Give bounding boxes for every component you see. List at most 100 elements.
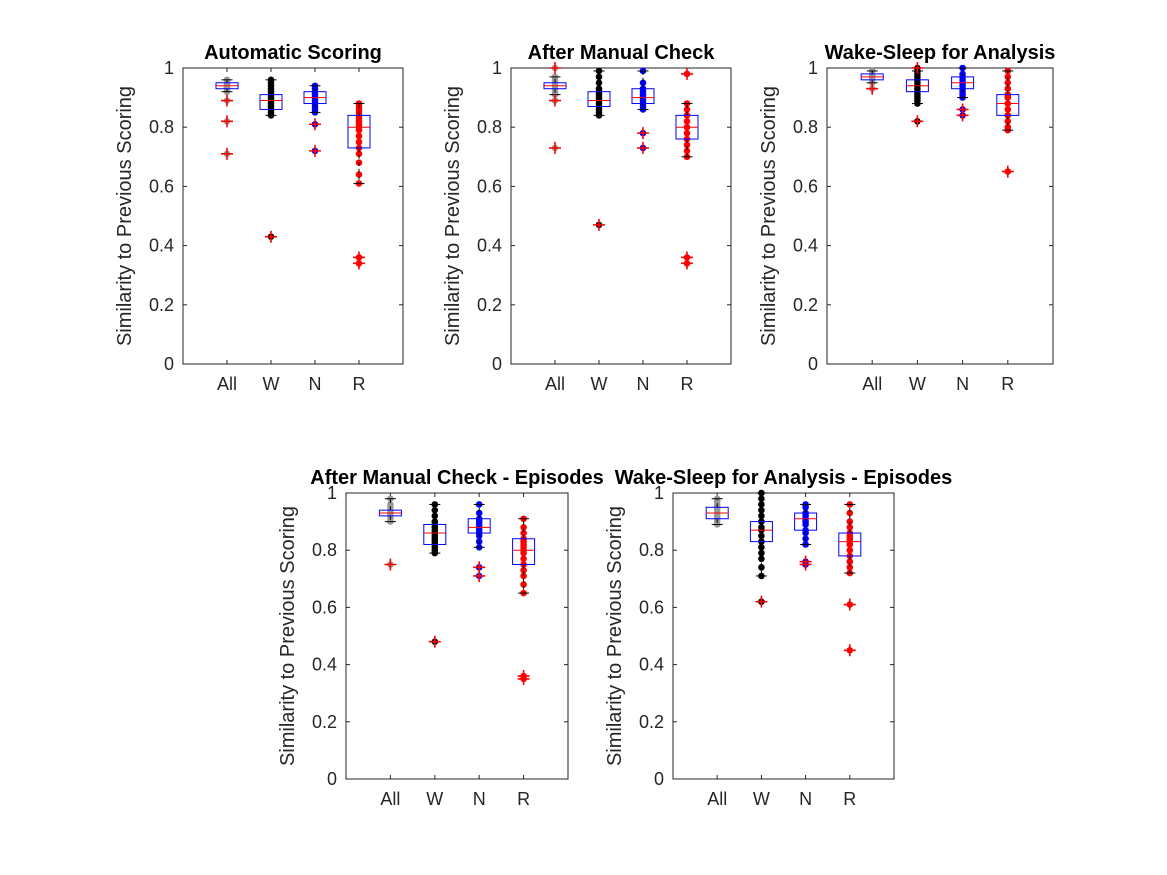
outlier-marker <box>221 147 233 160</box>
outlier-marker <box>911 115 924 128</box>
box-w <box>749 489 773 608</box>
y-tick-label: 0 <box>164 354 174 374</box>
data-point <box>683 106 691 113</box>
iqr-box <box>423 523 447 545</box>
subplot-4: After Manual Check - Episodes Similarity … <box>277 467 604 809</box>
outlier-marker <box>843 598 856 611</box>
box-all <box>705 495 729 528</box>
x-tick-label-all: All <box>545 374 565 394</box>
x-tick-label-r: R <box>353 374 366 394</box>
y-tick-label: 0.2 <box>639 712 664 732</box>
box-r <box>675 67 699 270</box>
outlier-marker <box>309 144 321 157</box>
iqr-box <box>794 512 818 531</box>
x-tick-label-r: R <box>1001 374 1014 394</box>
outlier-marker <box>265 230 277 243</box>
data-point <box>846 509 854 517</box>
x-tick-label-n: N <box>799 789 812 809</box>
subplot-2: After Manual Check Similarity to Previous… <box>442 42 732 394</box>
outlier-marker <box>473 569 486 582</box>
data-point <box>355 171 363 178</box>
y-tick-label: 0 <box>654 769 664 789</box>
y-tick-label: 0.2 <box>149 295 174 315</box>
box-all <box>378 495 402 571</box>
outlier-marker <box>428 635 441 648</box>
outlier-marker <box>956 109 969 122</box>
y-tick-label: 1 <box>492 58 502 78</box>
data-point <box>1004 106 1012 113</box>
x-tick-label-n: N <box>956 374 969 394</box>
y-tick-label: 0.6 <box>477 176 502 196</box>
outlier-marker <box>1001 165 1014 178</box>
chart-title: Automatic Scoring <box>204 42 382 64</box>
x-tick-label-r: R <box>681 374 694 394</box>
outlier-marker <box>593 218 605 231</box>
y-tick-label: 0.2 <box>312 712 337 732</box>
outlier-marker <box>384 558 397 571</box>
chart-title: Wake-Sleep for Analysis <box>825 42 1056 64</box>
x-tick-label-w: W <box>753 789 770 809</box>
chart-title: After Manual Check <box>528 42 716 64</box>
data-point <box>758 564 765 571</box>
data-point <box>758 532 765 540</box>
data-point <box>758 544 765 551</box>
y-tick-label: 0 <box>327 769 337 789</box>
axes-box <box>182 67 404 365</box>
data-point <box>683 117 691 125</box>
data-point <box>355 138 363 146</box>
iqr-box <box>838 532 862 557</box>
outlier-marker <box>221 94 233 107</box>
data-point <box>683 141 691 149</box>
outlier-marker <box>517 672 530 685</box>
data-point <box>520 566 527 574</box>
box-n <box>794 501 818 571</box>
x-tick-label-n: N <box>637 374 650 394</box>
y-tick-label: 0.4 <box>477 236 502 256</box>
box-r <box>347 100 371 270</box>
subplot-5: Wake-Sleep for Analysis - Episodes Simila… <box>604 467 952 809</box>
iqr-box <box>631 88 655 105</box>
subplot-3: Wake-Sleep for Analysis Similarity to Pre… <box>758 42 1055 394</box>
data-point <box>520 572 527 580</box>
data-point <box>758 524 765 531</box>
y-tick-label: 0.6 <box>312 597 337 617</box>
outlier-marker <box>549 94 561 107</box>
outlier-marker <box>866 82 879 95</box>
x-tick-label-n: N <box>473 789 486 809</box>
iqr-box <box>259 94 283 110</box>
x-tick-label-w: W <box>909 374 926 394</box>
outlier-marker <box>799 558 812 571</box>
outlier-marker <box>843 644 856 657</box>
y-tick-label: 0.8 <box>477 117 502 137</box>
y-axis-label: Similarity to Previous Scoring <box>277 506 299 766</box>
box-all <box>543 62 567 154</box>
axes-box <box>826 67 1054 365</box>
y-tick-label: 0.2 <box>793 295 818 315</box>
chart-title: After Manual Check - Episodes <box>310 467 603 489</box>
data-point <box>758 549 765 557</box>
data-point <box>475 509 483 517</box>
data-point <box>683 129 691 137</box>
y-tick-label: 0 <box>808 354 818 374</box>
box-n <box>467 501 491 582</box>
y-tick-label: 0.2 <box>477 295 502 315</box>
box-r <box>838 501 862 657</box>
box-w <box>587 67 611 231</box>
outlier-marker <box>549 62 561 74</box>
data-point <box>520 555 527 563</box>
data-point <box>758 512 765 520</box>
y-tick-label: 0.8 <box>312 540 337 560</box>
data-point <box>520 529 527 537</box>
box-w <box>259 76 283 243</box>
subplot-1: Automatic Scoring Similarity to Previous … <box>114 42 404 394</box>
data-point <box>355 132 363 140</box>
box-r <box>512 515 536 685</box>
data-point <box>387 501 394 508</box>
x-tick-label-r: R <box>517 789 530 809</box>
y-tick-label: 1 <box>327 483 337 503</box>
iqr-box <box>587 91 611 107</box>
box-all <box>215 76 239 160</box>
outlier-marker <box>637 141 649 154</box>
